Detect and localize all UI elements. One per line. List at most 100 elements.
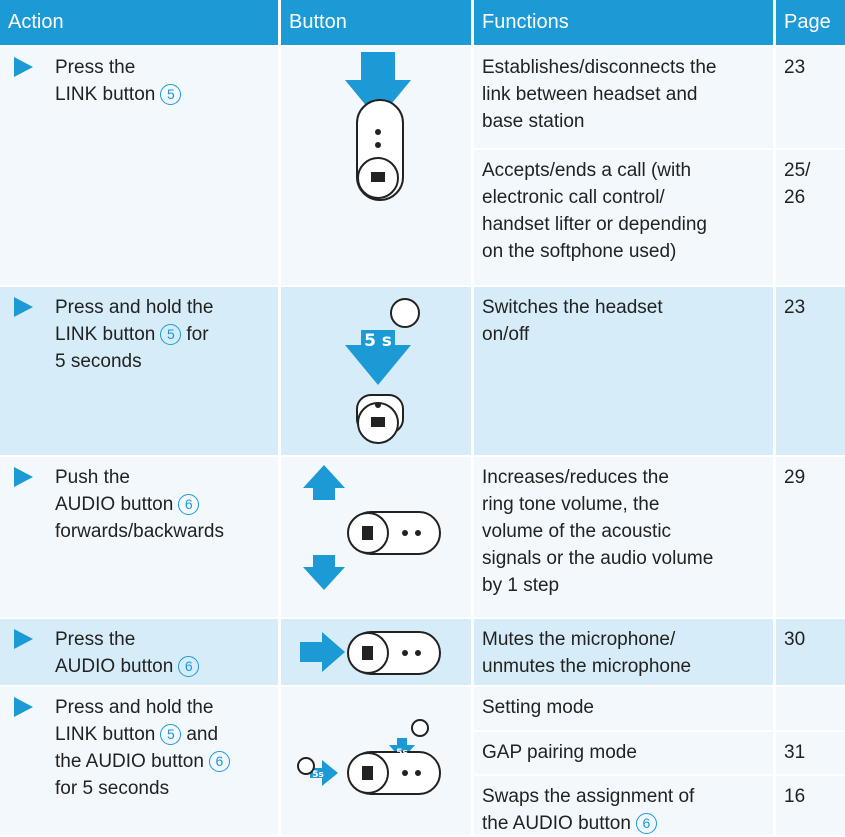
button-number: 5 [160,84,182,105]
text: for [186,324,209,345]
function-cell: Accepts/ends a call (with electronic call… [474,150,773,285]
text: electronic call control/ [482,187,665,208]
bullet [14,697,33,717]
icon-label: 5s [396,748,408,758]
text: the AUDIO button [482,813,631,834]
action-cell: Push the AUDIO button 6 forwards/backwards [0,457,278,617]
function-cell: Establishes/disconnects the link between … [474,47,773,148]
text: and [186,724,219,745]
page-number: 26 [784,187,806,208]
text: Press the [55,57,136,78]
text: handset lifter or depending [482,214,707,235]
text-line: Push the [55,464,270,491]
text: forwards/backwards [55,521,224,542]
text-line: forwards/backwards [55,518,270,545]
page-cell: 30 [776,619,845,685]
function-cell: GAP pairing mode [474,732,773,774]
text-line: volume of the acoustic [482,518,765,545]
function-cell: Mutes the microphone/unmutes the microph… [474,619,773,685]
bullet [14,629,33,649]
text: LINK button [55,724,156,745]
function-cell: Increases/reduces the ring tone volume, t… [474,457,773,617]
text-line: Mutes the microphone/ [482,626,765,653]
text: the AUDIO button [55,751,204,772]
page-number: 23 [784,297,806,318]
text: Establishes/disconnects the [482,57,717,78]
text: for 5 seconds [55,778,170,799]
button-number: 6 [178,494,200,515]
page-number: 29 [784,467,806,488]
page-number: 30 [784,629,806,650]
text-line: Increases/reduces the [482,464,765,491]
text: Press and hold the [55,297,214,318]
bullet [14,57,33,77]
text-line: Press the [55,626,270,653]
text-line: on/off [482,321,765,348]
text-line: GAP pairing mode [482,739,765,766]
text-line: link between headset and [482,81,765,108]
text-line: by 1 step [482,572,765,599]
text-line: AUDIO button 6 [55,653,270,680]
text: AUDIO button [55,494,174,515]
text-line: AUDIO button 6 [55,491,270,518]
text: volume of the acoustic [482,521,672,542]
function-cell: Switches the headset on/off [474,287,773,455]
text-line: for 5 seconds [55,775,270,802]
text: on/off [482,324,530,345]
text: Mutes the microphone/ [482,629,676,650]
icon-label: 5s [312,770,324,780]
bullet [14,467,33,487]
text-line: LINK button 5 for [55,321,270,348]
button-number: 6 [635,813,657,834]
text-line: Swaps the assignment of [482,783,765,810]
page-number: 16 [784,786,806,807]
text: Setting mode [482,697,594,718]
page-cell: 29 [776,457,845,617]
text-line: Press and hold the [55,294,270,321]
text-line: electronic call control/ [482,184,765,211]
text-line: base station [482,108,765,135]
function-cell: Swaps the assignment of the AUDIO button 6 [474,776,773,835]
text-line: handset lifter or depending [482,211,765,238]
button-number: 6 [208,751,230,772]
header-cell: Page [776,0,845,45]
page-cell: 31 [776,732,845,774]
text: GAP pairing mode [482,742,637,763]
text: LINK button [55,84,156,105]
action-cell: Press and hold the LINK button 5 and the AUD… [0,687,278,835]
text-line: LINK button 5 and [55,721,270,748]
text: signals or the audio volume [482,548,714,569]
text-line: Accepts/ends a call (with [482,157,765,184]
text: Swaps the assignment of [482,786,695,807]
text: Press the [55,629,136,650]
button-number: 6 [178,656,200,677]
button-number: 5 [160,324,182,345]
text: AUDIO button [55,656,174,677]
page-cell [776,687,845,730]
text-line: signals or the audio volume [482,545,765,572]
text: Accepts/ends a call (with [482,160,692,181]
bullet [14,297,33,317]
text-line: Press and hold the [55,694,270,721]
text-line: on the softphone used) [482,238,765,265]
text-line: the AUDIO button 6 [55,748,270,775]
page-number: 25/ [784,160,811,181]
action-cell: Press and hold the LINK button 5 for 5 secon… [0,287,278,455]
function-cell: Setting mode [474,687,773,730]
button-number: 5 [160,724,182,745]
text: ring tone volume, the [482,494,660,515]
text-line: 5 seconds [55,348,270,375]
text: link between headset and [482,84,698,105]
text: on the softphone used) [482,241,677,262]
text-line: LINK button 5 [55,81,270,108]
text-line: unmutes the microphone [482,653,765,680]
header-cell: Functions [474,0,773,45]
text: base station [482,111,585,132]
text-line: Setting mode [482,694,765,721]
action-cell: Press the AUDIO button 6 [0,619,278,685]
text-line: ring tone volume, the [482,491,765,518]
text-line: Press the [55,54,270,81]
page-number: 23 [784,57,806,78]
page-cell: 23 [776,47,845,148]
